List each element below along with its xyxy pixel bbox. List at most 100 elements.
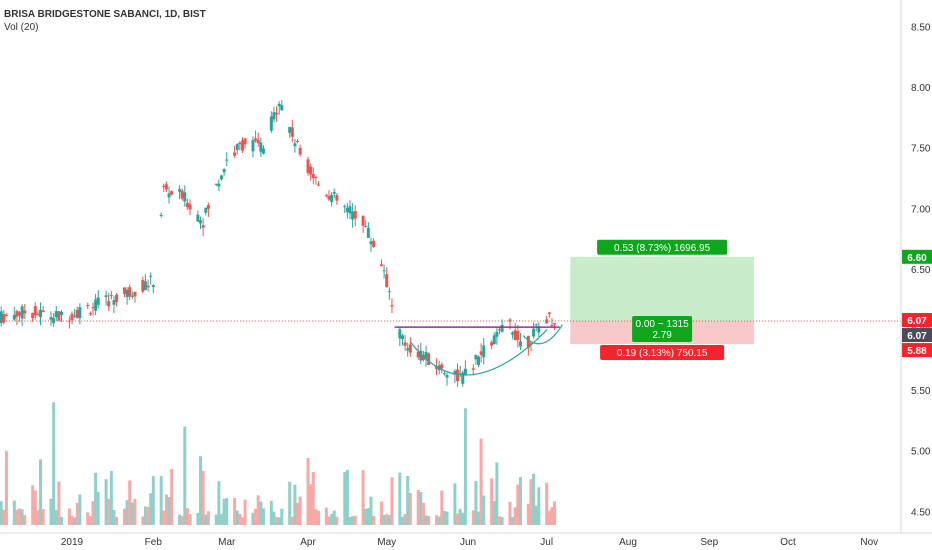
volume-bar <box>141 516 145 525</box>
volume-bar <box>400 516 404 525</box>
candle-body <box>261 148 265 154</box>
volume-bar <box>369 496 373 525</box>
stop-price-tag-bg <box>902 343 932 358</box>
candle-body <box>196 214 200 222</box>
candle-body <box>324 195 328 197</box>
candle-body <box>141 280 145 292</box>
volume-bar <box>225 498 229 525</box>
volume-bar <box>332 510 336 525</box>
candle-body <box>479 351 483 355</box>
volume-bar <box>235 510 239 525</box>
y-tick-label: 7.50 <box>911 144 931 155</box>
volume-bar <box>115 516 119 525</box>
volume-bar <box>403 514 407 525</box>
candle-body <box>167 193 171 198</box>
candle-body <box>233 152 237 156</box>
volume-bar <box>492 501 496 525</box>
candle-body <box>366 227 370 238</box>
candle-body <box>421 354 425 361</box>
volume-bar <box>183 426 187 525</box>
candle-body <box>553 323 557 325</box>
loss-label: 0.19 (3.13%) 750.15 <box>617 348 708 359</box>
volume-bar <box>2 509 6 525</box>
volume-bar <box>206 511 210 525</box>
candle-body <box>240 140 244 151</box>
volume-bar <box>240 517 244 525</box>
volume-bar <box>511 517 515 525</box>
volume-bar <box>104 479 108 525</box>
ratio-label: 2.79 <box>652 330 672 341</box>
volume-bar <box>311 471 315 525</box>
volume-bar <box>382 515 386 525</box>
candle-body <box>91 307 95 309</box>
symbol-title: BRISA BRIDGESTONE SABANCI, 1D, BIST <box>4 9 206 20</box>
volume-bar <box>259 501 263 525</box>
profit-zone <box>570 256 754 322</box>
volume-bar <box>532 473 536 525</box>
candle-body <box>86 304 90 307</box>
candle-body <box>497 329 501 331</box>
volume-bar <box>456 513 460 525</box>
volume-bar <box>293 484 297 525</box>
volume-bar <box>178 514 182 525</box>
volume-bar <box>219 513 223 525</box>
candle-body <box>277 103 281 107</box>
volume-bar <box>513 507 517 525</box>
volume-bar <box>280 508 284 525</box>
profit-label-bg <box>597 239 728 255</box>
candle-body <box>235 144 239 151</box>
volume-bar <box>4 451 8 525</box>
candle-body <box>351 211 355 220</box>
volume-bar <box>553 501 557 525</box>
candle-body <box>427 353 431 365</box>
candle-body <box>406 348 410 351</box>
center-label-bg <box>632 316 693 343</box>
x-tick-label: 2019 <box>61 537 84 548</box>
x-tick-label: Jun <box>460 537 476 548</box>
candle-body <box>272 112 276 120</box>
volume-indicator-label[interactable]: Vol (20) <box>4 22 39 33</box>
candle-body <box>369 241 373 245</box>
candle-body <box>225 159 229 161</box>
volume-bar <box>348 516 352 525</box>
volume-bar <box>238 513 242 525</box>
candle-body <box>463 368 467 375</box>
volume-bar <box>495 462 499 525</box>
candle-body <box>217 183 221 187</box>
candle-body <box>18 312 22 316</box>
candle-body <box>206 205 210 209</box>
candle-body <box>39 309 43 318</box>
candle-body <box>550 324 554 326</box>
candle-body <box>330 194 334 203</box>
candle-body <box>547 312 551 314</box>
candle-body <box>534 324 538 326</box>
volume-bar <box>445 511 449 525</box>
volume-bar <box>453 483 457 525</box>
volume-bar <box>94 472 98 525</box>
candle-body <box>513 330 517 341</box>
x-tick-label: Apr <box>300 537 316 548</box>
volume-bar <box>437 516 441 525</box>
volume-bar <box>185 508 189 525</box>
volume-bar <box>146 506 150 525</box>
last-price-tag-bg <box>902 313 932 328</box>
candle-body <box>49 317 53 320</box>
volume-bar <box>88 516 92 525</box>
candle-body <box>164 184 168 190</box>
candle-body <box>146 285 150 288</box>
volume-bar <box>70 515 74 525</box>
y-tick-label: 7.00 <box>911 204 931 215</box>
candle-body <box>204 207 208 213</box>
volume-bar <box>269 500 273 525</box>
volume-bar <box>60 516 64 525</box>
candle-body <box>128 287 132 297</box>
volume-bar <box>440 490 444 525</box>
candle-body <box>275 112 279 115</box>
volume-bar <box>471 510 475 525</box>
volume-bar <box>164 494 168 525</box>
candle-body <box>31 312 35 319</box>
volume-bar <box>256 495 260 525</box>
candle-body <box>424 351 428 359</box>
candle-body <box>107 301 111 307</box>
